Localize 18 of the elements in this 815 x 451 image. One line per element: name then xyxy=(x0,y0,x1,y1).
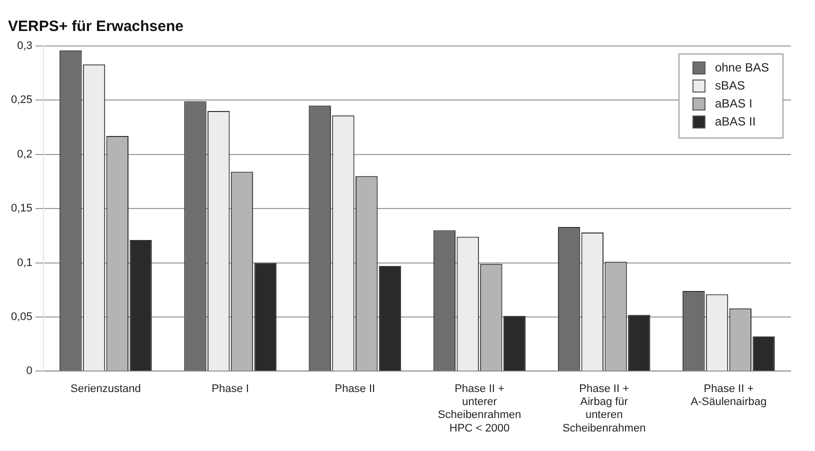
chart-title: VERPS+ für Erwachsene xyxy=(8,18,184,36)
x-tick-label: Phase II xyxy=(334,382,376,395)
y-tick-label: 0,25 xyxy=(10,94,32,106)
y-tick-label: 0,15 xyxy=(10,202,32,215)
y-tick-label: 0,1 xyxy=(17,256,32,269)
y-tick-label: 0 xyxy=(26,365,32,378)
x-tick-label: Serienzustand xyxy=(70,382,141,395)
legend-label: aBAS I xyxy=(714,96,752,110)
x-tick-label: Phase II + Airbag für unteren Scheibenrahmen xyxy=(562,382,646,434)
legend-label: sBAS xyxy=(714,78,745,92)
x-tick-label: Phase II + unterer Scheibenrahmen HPC < 2000 xyxy=(438,382,522,434)
x-tick-label: Phase II + A-Säulenairbag xyxy=(690,382,767,408)
y-tick-label: 0,3 xyxy=(17,40,32,52)
y-tick-label: 0,2 xyxy=(17,148,32,160)
legend-label: ohne BAS xyxy=(714,60,770,74)
legend-label: aBAS II xyxy=(714,114,756,128)
y-tick-label: 0,05 xyxy=(10,311,32,324)
x-tick-label: Phase I xyxy=(212,382,249,395)
